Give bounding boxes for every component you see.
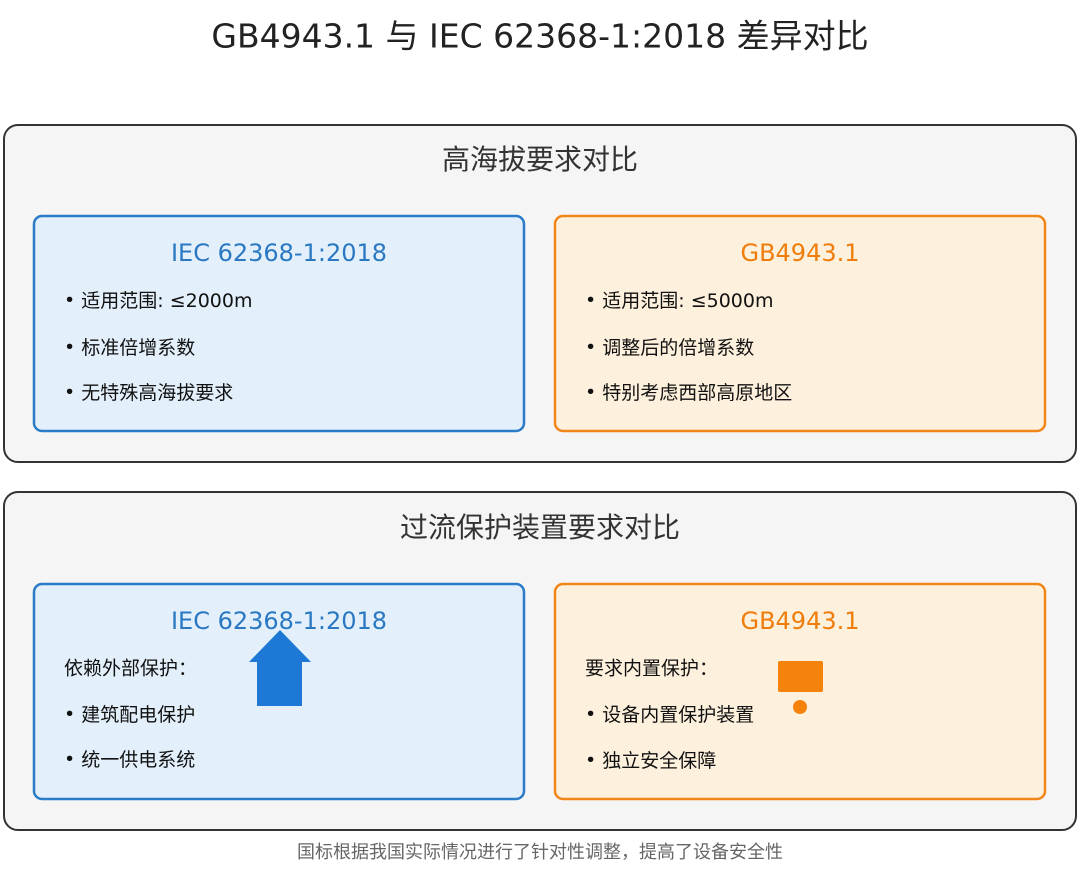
intro-text: 要求内置保护： [585,658,718,680]
card [553,214,1047,433]
bullet-item: • 独立安全保障 [585,750,716,772]
bullet-item: • 建筑配电保护 [64,704,195,726]
arrow-icon [249,630,311,706]
bullet-item: • 调整后的倍增系数 [585,337,754,359]
bullet-item: • 特别考虑西部高原地区 [585,382,792,404]
card [32,214,526,433]
card-title: IEC 62368-1:2018 [171,607,387,635]
card-title: GB4943.1 [740,239,859,267]
bullet-item: • 适用范围: ≤2000m [64,290,252,312]
bullet-item: • 统一供电系统 [64,749,195,771]
section-title: 高海拔要求对比 [442,143,638,176]
device-icon [778,661,823,692]
page-title: GB4943.1 与 IEC 62368-1:2018 差异对比 [211,17,868,56]
bullet-item: • 适用范围: ≤5000m [585,290,773,312]
section-title: 过流保护装置要求对比 [400,511,680,544]
bullet-item: • 设备内置保护装置 [585,704,754,726]
bullet-item: • 标准倍增系数 [64,337,195,359]
device-icon-dot [793,700,807,714]
card-title: GB4943.1 [740,607,859,635]
card-title: IEC 62368-1:2018 [171,239,387,267]
footer-note: 国标根据我国实际情况进行了针对性调整，提高了设备安全性 [297,842,783,863]
bullet-item: • 无特殊高海拔要求 [64,382,233,404]
intro-text: 依赖外部保护： [64,658,197,680]
